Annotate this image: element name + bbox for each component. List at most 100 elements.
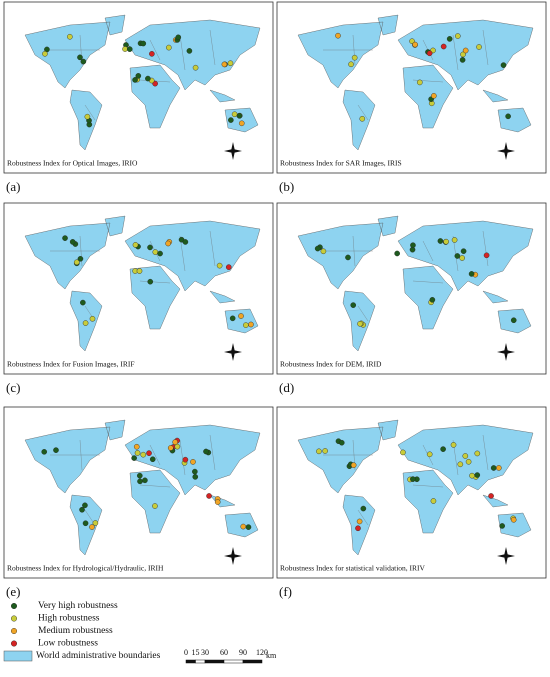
site-dot — [137, 478, 143, 485]
site-dot — [140, 451, 147, 458]
site-dot — [203, 448, 209, 455]
site-dot — [228, 117, 234, 123]
panel-caption: Robustness Index for Fusion Images, IRIF — [7, 360, 135, 369]
site-dot — [440, 43, 447, 50]
site-dot — [89, 315, 96, 322]
legend: Very high robustness High robustness Mediu… — [3, 601, 161, 662]
site-dot — [132, 77, 138, 83]
site-dot — [322, 448, 328, 454]
world-map — [24, 215, 261, 352]
panel-letter: (d) — [279, 380, 294, 395]
panel-caption: Robustness Index for statistical validat… — [280, 564, 426, 573]
site-dot — [454, 253, 461, 259]
site-dot — [152, 249, 159, 255]
site-dot — [474, 472, 481, 478]
panel-letter: (c) — [6, 380, 20, 395]
site-dot — [172, 439, 178, 445]
site-dot — [236, 113, 243, 119]
site-dot — [426, 451, 433, 458]
site-dot — [227, 60, 234, 67]
site-dot — [440, 446, 446, 452]
scale-segment — [242, 659, 263, 664]
site-dot — [132, 242, 139, 248]
site-dot — [488, 493, 494, 499]
site-dot — [62, 235, 68, 241]
site-dot — [80, 299, 86, 306]
panel-caption: Robustness Index for Optical Images, IRI… — [7, 159, 138, 168]
site-dot — [443, 238, 449, 245]
site-dot — [182, 456, 189, 463]
legend-label: Medium robustness — [38, 626, 113, 636]
panel-letter: (f) — [279, 584, 292, 599]
legend-label: High robustness — [38, 614, 100, 624]
legend-dot — [10, 628, 17, 635]
site-dot — [410, 476, 416, 482]
map-panel: Robustness Index for Optical Images, IRI… — [3, 1, 274, 194]
site-dot — [499, 523, 505, 529]
site-dot — [335, 32, 341, 39]
site-dot — [243, 322, 249, 328]
site-dot — [351, 54, 358, 61]
site-dot — [190, 459, 196, 465]
site-dot — [450, 442, 457, 448]
site-dot — [192, 474, 199, 480]
site-dot — [134, 450, 141, 456]
world-map — [297, 419, 534, 556]
site-dot — [142, 477, 148, 484]
site-dot — [42, 50, 48, 57]
site-dot — [186, 48, 193, 54]
site-dot — [483, 252, 490, 259]
site-dot — [231, 111, 238, 118]
map-panel: Robustness Index for SAR Images, IRIS (b) — [276, 1, 547, 194]
site-dot — [431, 93, 437, 99]
site-dot — [490, 465, 497, 471]
site-dot — [469, 472, 475, 479]
site-dot — [510, 516, 517, 523]
legend-label: World administrative boundaries — [36, 651, 161, 661]
site-dot — [69, 239, 76, 245]
site-dot — [426, 50, 433, 57]
site-dot — [410, 242, 416, 248]
site-dot — [122, 46, 128, 52]
site-dot — [356, 518, 363, 525]
site-dot — [147, 244, 153, 251]
site-dot — [357, 321, 363, 327]
site-dot — [67, 33, 73, 40]
site-dot — [476, 44, 482, 50]
site-dot — [359, 115, 366, 122]
scale-tick-label: 60 — [220, 648, 228, 657]
site-dot — [462, 453, 469, 459]
site-dot — [320, 248, 327, 255]
legend-dot — [10, 640, 17, 647]
site-dot — [360, 505, 367, 512]
legend-label: Low robustness — [38, 639, 98, 649]
site-dot — [135, 73, 142, 79]
site-dot — [136, 268, 143, 274]
map-panel: Robustness Index for Fusion Images, IRIF… — [3, 202, 274, 395]
site-dot — [89, 524, 95, 530]
site-dot — [221, 61, 228, 68]
site-dot — [53, 447, 59, 453]
site-dot — [77, 54, 83, 61]
scale-segment — [195, 659, 206, 664]
site-dot — [350, 302, 357, 308]
site-dot — [146, 450, 152, 456]
site-dot — [77, 255, 84, 262]
site-dot — [459, 255, 465, 261]
site-dot — [245, 524, 252, 530]
site-dot — [416, 79, 423, 86]
site-dot — [316, 448, 322, 455]
panel-caption: Robustness Index for SAR Images, IRIS — [280, 159, 402, 168]
site-dot — [474, 450, 481, 457]
site-dot — [238, 120, 245, 127]
site-dot — [400, 449, 406, 456]
site-dot — [446, 36, 453, 42]
scale-tick-label: 90 — [239, 648, 247, 657]
panels: Robustness Index for Optical Images, IRI… — [3, 1, 547, 599]
site-dot — [412, 41, 418, 48]
map-panel: Robustness Index for DEM, IRID (d) — [276, 202, 547, 395]
scale-tick-label: 30 — [201, 648, 209, 657]
site-dot — [460, 51, 466, 58]
site-dot — [500, 62, 507, 68]
